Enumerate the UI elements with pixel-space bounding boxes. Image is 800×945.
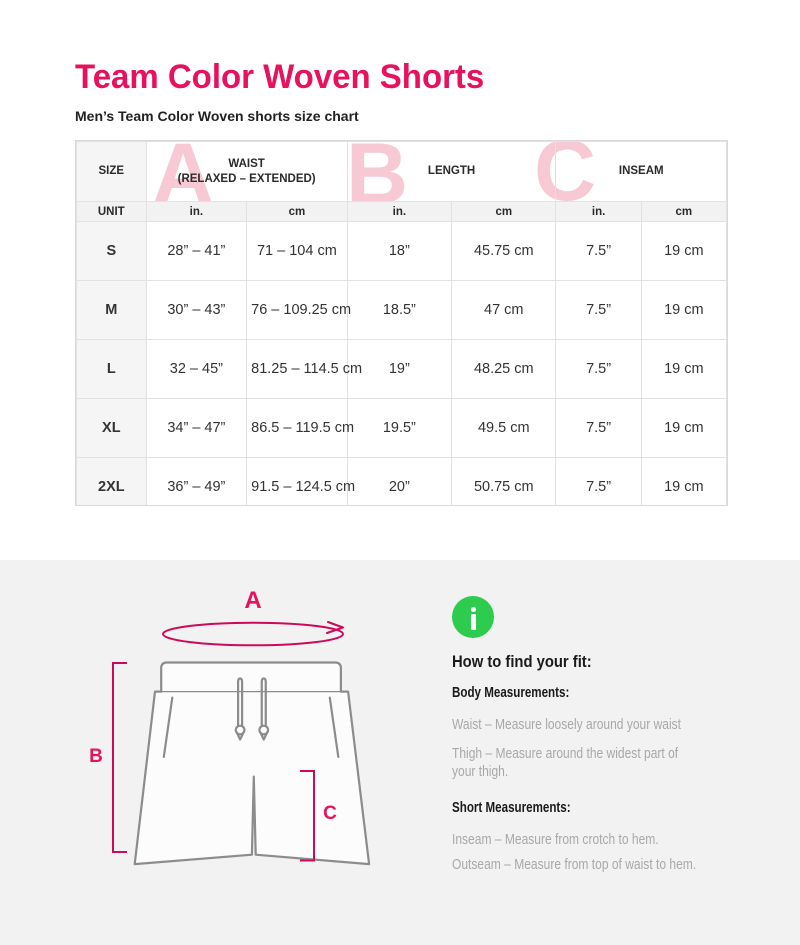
svg-text:B: B	[89, 746, 103, 767]
svg-text:C: C	[323, 803, 337, 824]
svg-text:A: A	[244, 587, 261, 614]
